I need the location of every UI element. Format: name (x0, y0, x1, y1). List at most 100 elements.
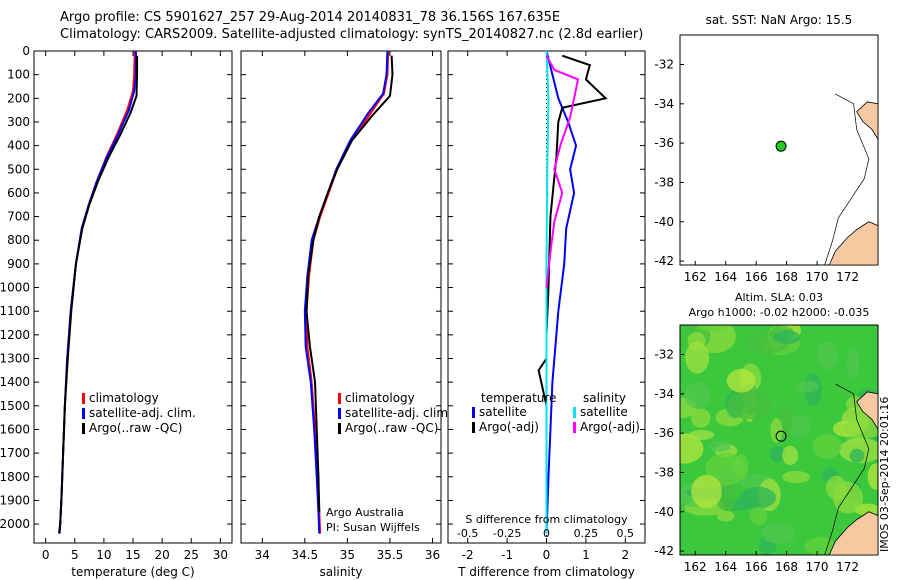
temp-legend-label: Argo(..raw -QC) (89, 421, 182, 435)
diff-t-legend-label: Argo(-adj) (479, 420, 539, 434)
map-sla-cell (691, 474, 722, 509)
temp-ytick-label: 1000 (0, 281, 30, 295)
temp-series-2 (58, 55, 139, 534)
map-sla-cell (708, 441, 731, 452)
temp-xlabel: temperature (deg C) (71, 565, 194, 579)
map-sst-xtick-label: 170 (806, 270, 829, 284)
map-sla-ytick-label: -34 (654, 387, 674, 401)
map-sla-cell (867, 463, 878, 490)
map-sla-cell (773, 330, 801, 344)
sal-panel-frame (240, 50, 442, 544)
temp-ytick-label: 400 (7, 139, 30, 153)
map-sst-argo-marker (775, 140, 787, 152)
diff-x2tick-label: 0.25 (574, 527, 599, 540)
map-sla-ytick-label: -32 (654, 347, 674, 361)
map-sla-ytick-label: -36 (654, 426, 674, 440)
temp-legend-label: climatology (89, 391, 159, 405)
map-sla-cell (691, 408, 711, 428)
diff-xlabel-2: S difference from climatology (465, 513, 628, 526)
map-sst-title: sat. SST: NaN Argo: 15.5 (706, 13, 853, 27)
diff-legend-group: temperature (481, 391, 556, 405)
temp-legend-label: satellite-adj. clim. (89, 406, 196, 420)
map-sla-cell (734, 454, 749, 480)
map-sst-ytick-label: -42 (654, 254, 674, 268)
temp-xtick-label: 20 (154, 548, 169, 562)
temp-ytick-label: 1200 (0, 328, 30, 342)
temp-ytick-label: 1700 (0, 446, 30, 460)
figure-title-line-2: Climatology: CARS2009. Satellite-adjuste… (60, 27, 644, 42)
temp-ytick-label: 1600 (0, 422, 30, 436)
map-sst-xtick-label: 164 (714, 270, 737, 284)
map-sla-cell (812, 433, 842, 459)
map-sla-cell (794, 380, 819, 393)
timestamp-stamp: IMOS 03-Sep-2014 20:01:16 (878, 396, 891, 552)
sal-legend-label: satellite-adj. clim. (345, 406, 452, 420)
map-sla-cell (716, 510, 735, 522)
map-sla-land (856, 391, 879, 431)
diff-xtick-label: -2 (462, 548, 474, 562)
temp-ytick-label: 1400 (0, 375, 30, 389)
temp-xtick-label: 10 (96, 548, 111, 562)
temp-ytick-label: 600 (7, 186, 30, 200)
map-sst-contour (824, 93, 870, 266)
map-sla-cell (786, 414, 811, 438)
map-sla-xtick-label: 168 (775, 560, 798, 574)
map-sst-xtick-label: 166 (745, 270, 768, 284)
diff-xtick-label: 0 (543, 548, 551, 562)
diff-xlabel: T difference from climatology (457, 565, 635, 579)
diff-series-1 (537, 54, 608, 534)
temp-panel-frame (33, 50, 233, 544)
map-sst-xtick-label: 162 (684, 270, 707, 284)
map-sla-cell (728, 389, 772, 420)
diff-t-legend-swatch (472, 407, 475, 418)
sal-annotation: Argo Australia (326, 506, 404, 519)
sal-annotation: PI: Susan Wijffels (326, 521, 420, 534)
temp-ytick-label: 500 (7, 162, 30, 176)
map-sla-cell (684, 382, 711, 409)
map-sla-cell (832, 481, 864, 514)
sal-legend-swatch (338, 393, 341, 404)
sal-xtick-label: 34.5 (291, 548, 318, 562)
diff-x2tick-label: -0.5 (457, 527, 478, 540)
diff-s-legend-label: Argo(-adj) (580, 420, 640, 434)
diff-x2tick-label: 0.5 (617, 527, 635, 540)
map-sla-xtick-label: 170 (806, 560, 829, 574)
map-sst-land (856, 101, 879, 141)
temp-ytick-label: 0 (22, 44, 30, 58)
map-sla-cell (696, 325, 729, 332)
map-sla-cell (685, 341, 710, 374)
map-sst-ytick-label: -32 (654, 57, 674, 71)
map-sla-cell (769, 446, 785, 462)
sal-legend-swatch (338, 408, 341, 419)
temp-ytick-label: 300 (7, 115, 30, 129)
diff-s-legend-swatch (573, 422, 576, 433)
map-sla-cell (688, 429, 715, 441)
map-sla-ytick-label: -42 (654, 544, 674, 558)
temp-xtick-label: 0 (42, 548, 50, 562)
temp-ytick-label: 100 (7, 68, 30, 82)
temp-xtick-label: 5 (71, 548, 79, 562)
map-sst-ytick-label: -40 (654, 215, 674, 229)
temp-ytick-label: 900 (7, 257, 30, 271)
sal-series-2 (305, 55, 394, 513)
map-sla-cell (782, 445, 799, 466)
temp-ytick-label: 2000 (0, 517, 30, 531)
map-sla-ytick-label: -40 (654, 505, 674, 519)
map-sla-cell (849, 448, 865, 463)
temp-legend-swatch (82, 408, 85, 419)
map-sla-cell (847, 348, 860, 379)
map-sla-cell (804, 537, 837, 555)
diff-t-legend-swatch (472, 422, 475, 433)
temp-xtick-label: 25 (184, 548, 199, 562)
map-sla-xtick-label: 162 (684, 560, 707, 574)
map-sla-cell (738, 486, 777, 509)
diff-series-2 (545, 50, 550, 534)
temp-legend-swatch (82, 393, 85, 404)
diff-s-legend-swatch (573, 407, 576, 418)
diff-series-3 (545, 55, 580, 288)
map-sla-land (828, 511, 879, 556)
temp-ytick-label: 1800 (0, 470, 30, 484)
temp-ytick-label: 1500 (0, 399, 30, 413)
temp-ytick-label: 1100 (0, 304, 30, 318)
